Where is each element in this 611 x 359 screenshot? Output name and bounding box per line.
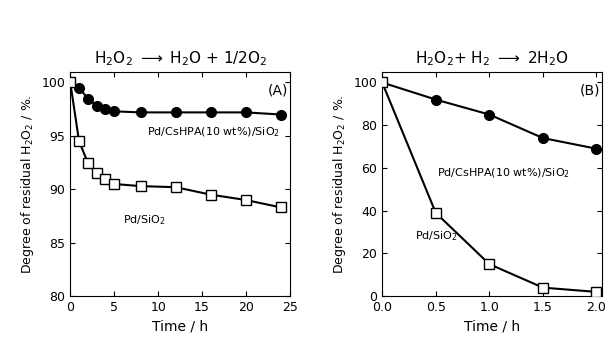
Text: Pd/SiO$_2$: Pd/SiO$_2$: [123, 213, 166, 227]
Text: (A): (A): [268, 83, 288, 97]
Text: Pd/CsHPA​(10 wt%)/SiO$_2$: Pd/CsHPA​(10 wt%)/SiO$_2$: [147, 126, 280, 139]
X-axis label: Time / h: Time / h: [464, 320, 520, 334]
Title: H$_2$O$_2$+ H$_2$ $\longrightarrow$ 2H$_2$O: H$_2$O$_2$+ H$_2$ $\longrightarrow$ 2H$_…: [415, 50, 569, 68]
Text: Pd/SiO$_2$: Pd/SiO$_2$: [415, 229, 458, 243]
Y-axis label: Degree of residual H$_2$O$_2$ / %.: Degree of residual H$_2$O$_2$ / %.: [19, 94, 36, 274]
Y-axis label: Degree of residual H$_2$O$_2$ / %.: Degree of residual H$_2$O$_2$ / %.: [331, 94, 348, 274]
X-axis label: Time / h: Time / h: [152, 320, 208, 334]
Text: (B): (B): [580, 83, 601, 97]
Text: Pd/CsHPA​(10 wt%)/SiO$_2$: Pd/CsHPA​(10 wt%)/SiO$_2$: [437, 166, 570, 180]
Title: H$_2$O$_2$ $\longrightarrow$ H$_2$O + 1/2O$_2$: H$_2$O$_2$ $\longrightarrow$ H$_2$O + 1/…: [93, 50, 266, 68]
